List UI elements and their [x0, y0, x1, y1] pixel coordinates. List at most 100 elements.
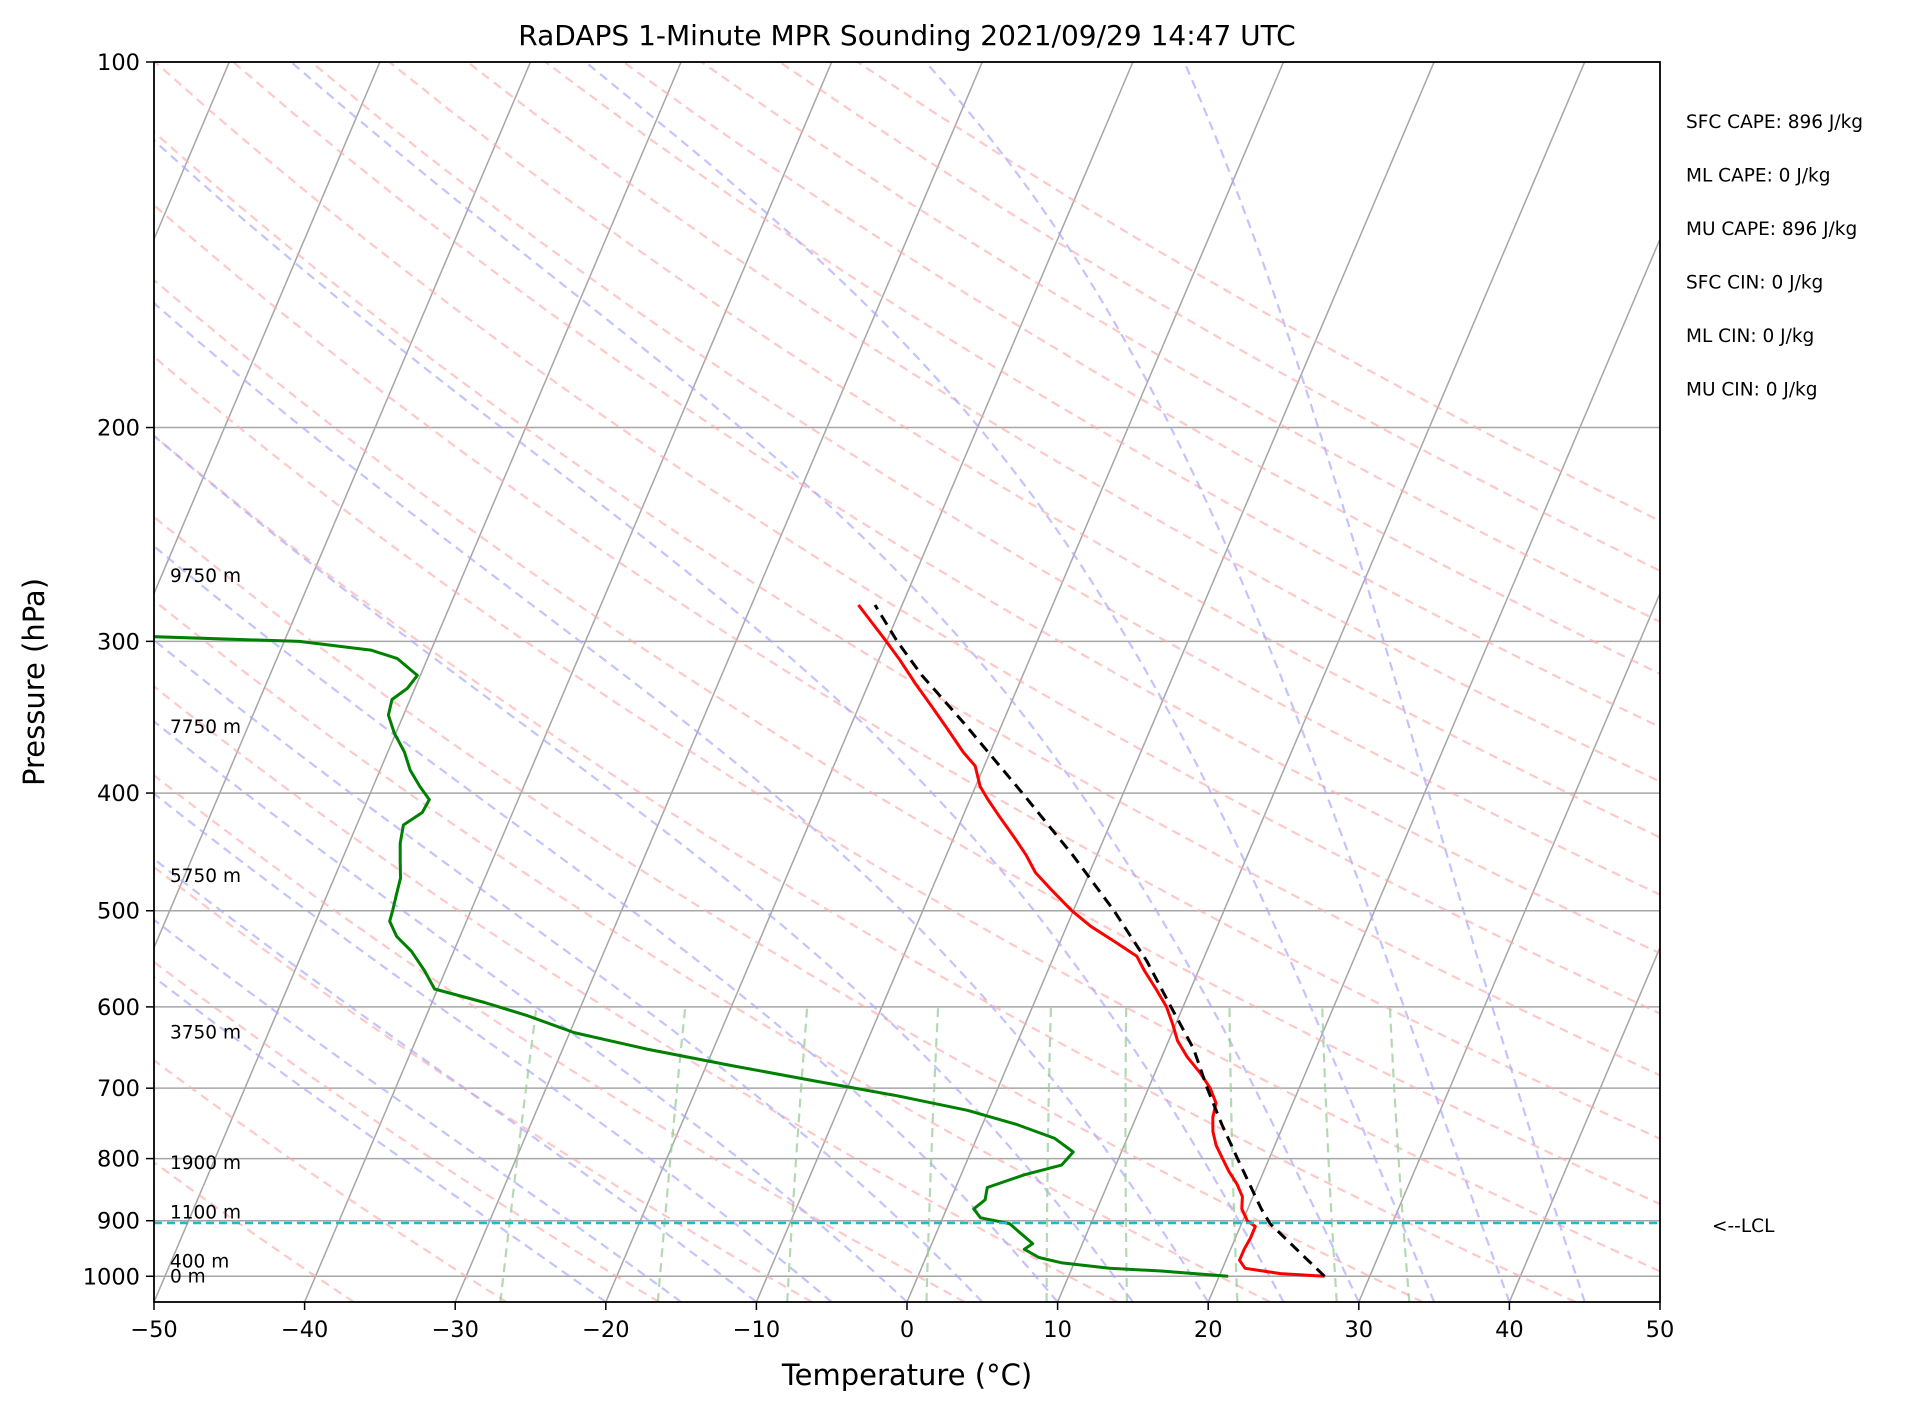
- stability-index: ML CIN: 0 J/kg: [1686, 326, 1814, 347]
- temperature-trace: [857, 604, 1325, 1278]
- dry-adiabat-line: [154, 1160, 355, 1302]
- dry-adiabat-line: [154, 1058, 508, 1302]
- dewpoint-trace: [154, 635, 1229, 1278]
- mixing-ratio-line: [786, 1006, 809, 1302]
- moist-adiabat-line: [154, 638, 984, 1302]
- height-label: 400 m: [170, 1251, 229, 1272]
- dry-adiabat-line: [700, 62, 1660, 624]
- mixing-ratio-line: [656, 1006, 687, 1302]
- stability-index: MU CAPE: 896 J/kg: [1686, 219, 1857, 240]
- dry-adiabat-line: [154, 62, 1660, 1015]
- isotherm-line: [1358, 591, 1660, 1302]
- dry-adiabat-line: [154, 960, 660, 1302]
- dry-adiabat-line: [154, 278, 1660, 1206]
- mixing-ratio-line: [1388, 1006, 1411, 1302]
- stability-index: SFC CIN: 0 J/kg: [1686, 273, 1823, 294]
- height-label: 1900 m: [170, 1153, 241, 1174]
- dry-adiabat-line: [154, 130, 1660, 1077]
- height-label: 3750 m: [170, 1023, 241, 1044]
- moist-adiabat-line: [290, 62, 1360, 1302]
- mixing-ratio-line: [1045, 1006, 1052, 1302]
- y-tick-label: 800: [97, 1147, 140, 1173]
- moist-adiabat-line: [584, 62, 1436, 1302]
- x-tick-label: 40: [1495, 1317, 1524, 1343]
- y-tick-label: 100: [97, 50, 140, 76]
- dry-adiabats: [154, 62, 1660, 1302]
- mixing-ratio-lines: [499, 1006, 1411, 1302]
- height-label: 0 m: [170, 1266, 206, 1287]
- x-tick-label: −50: [130, 1317, 177, 1343]
- x-tick-label: 0: [900, 1317, 914, 1343]
- x-tick-label: 10: [1043, 1317, 1072, 1343]
- dry-adiabat-line: [154, 685, 1118, 1302]
- isotherm-line: [1056, 62, 1586, 1302]
- dry-adiabat-line: [232, 62, 1660, 955]
- height-label: 7750 m: [170, 717, 241, 738]
- dry-adiabat-line: [154, 599, 1271, 1302]
- height-label: 9750 m: [170, 566, 241, 587]
- dry-adiabat-line: [154, 515, 1424, 1302]
- x-axis-ticks: −50 −40 −30 −20 −10 0 10 20 30 40 50: [130, 1302, 1674, 1343]
- moist-adiabat-line: [1183, 62, 1586, 1302]
- dry-adiabat-line: [154, 203, 1660, 1140]
- moist-adiabat-line: [924, 62, 1511, 1302]
- mixing-ratio-line: [499, 1006, 538, 1302]
- moist-adiabats: [154, 62, 1586, 1302]
- y-tick-label: 600: [97, 995, 140, 1021]
- lcl-label: <--LCL: [1712, 1216, 1775, 1237]
- isotherm-line: [154, 62, 532, 950]
- x-tick-label: 20: [1194, 1317, 1223, 1343]
- pressure-gridlines: [154, 62, 1660, 1278]
- moist-adiabat-line: [154, 792, 833, 1302]
- moist-adiabat-line: [154, 918, 682, 1302]
- moist-adiabat-line: [154, 301, 1210, 1302]
- y-tick-label: 900: [97, 1209, 140, 1235]
- y-tick-label: 300: [97, 629, 140, 655]
- isotherm-line: [454, 62, 983, 1302]
- chart-title: RaDAPS 1-Minute MPR Sounding 2021/09/29 …: [518, 19, 1295, 52]
- stability-index: ML CAPE: 0 J/kg: [1686, 166, 1830, 187]
- sounding-traces: [154, 604, 1326, 1278]
- moist-adiabat-line: [154, 138, 1285, 1302]
- moist-adiabat-line: [154, 434, 1134, 1302]
- stability-index: MU CIN: 0 J/kg: [1686, 380, 1818, 401]
- x-tick-label: −10: [733, 1317, 780, 1343]
- dry-adiabat-line: [154, 865, 813, 1302]
- moist-adiabat-line: [154, 975, 607, 1302]
- stability-index: SFC CAPE: 896 J/kg: [1686, 112, 1863, 133]
- y-tick-label: 400: [97, 781, 140, 807]
- height-label: 1100 m: [170, 1202, 241, 1223]
- y-tick-label: 200: [97, 416, 140, 442]
- isotherm-line: [1207, 237, 1660, 1302]
- mixing-ratio-line: [1228, 1006, 1239, 1302]
- isotherm-line: [154, 62, 682, 1302]
- x-tick-label: 50: [1646, 1317, 1675, 1343]
- parcel-trace: [873, 604, 1326, 1278]
- moist-adiabat-line: [154, 544, 1059, 1302]
- isotherm-line: [154, 62, 381, 596]
- plot-area: [154, 62, 1660, 1302]
- moist-adiabat-line: [154, 857, 758, 1302]
- mixing-ratio-line: [1124, 1006, 1129, 1302]
- isotherm-line: [303, 62, 833, 1302]
- dry-adiabat-line: [154, 434, 1576, 1302]
- y-axis-label: Pressure (hPa): [17, 578, 51, 786]
- isotherm-line: [906, 62, 1435, 1302]
- isotherm-line: [1508, 945, 1660, 1302]
- mixing-ratio-line: [1321, 1006, 1338, 1302]
- moist-adiabat-line: [154, 719, 908, 1302]
- y-tick-label: 1000: [83, 1264, 140, 1290]
- y-tick-label: 700: [97, 1076, 140, 1102]
- y-axis-ticks: 100 200 300 400 500 600 700 800 900 1000: [83, 50, 154, 1290]
- stability-indices: SFC CAPE: 896 J/kg ML CAPE: 0 J/kg MU CAPE…: [1686, 112, 1863, 401]
- y-tick-label: 500: [97, 899, 140, 925]
- x-tick-label: −30: [431, 1317, 478, 1343]
- dry-adiabat-line: [778, 62, 1660, 573]
- x-axis-label: Temperature (°C): [781, 1358, 1032, 1392]
- height-label: 5750 m: [170, 866, 241, 887]
- mixing-ratio-line: [925, 1006, 940, 1302]
- x-tick-label: −20: [582, 1317, 629, 1343]
